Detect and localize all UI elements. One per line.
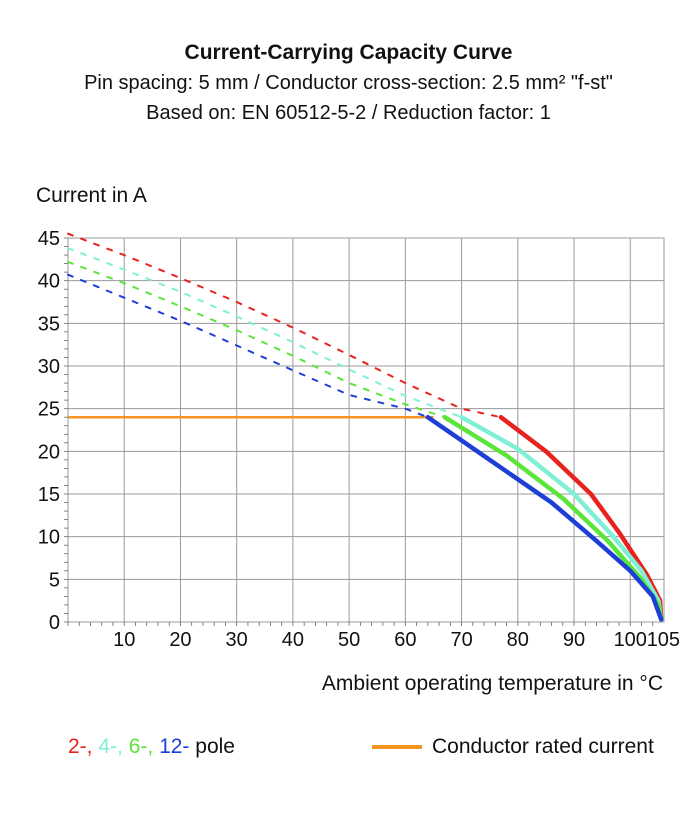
plot-area: [67, 237, 665, 623]
legend-pole-2: 2-,: [68, 735, 93, 758]
chart-subtitle-1: Pin spacing: 5 mm / Conductor cross-sect…: [84, 72, 613, 94]
y-tick-label: 0: [49, 612, 60, 634]
x-tick-label: 70: [450, 629, 472, 651]
chart-title-block: Current-Carrying Capacity Curve Pin spac…: [0, 38, 697, 128]
x-tick-label: 105: [647, 629, 680, 651]
y-tick-label: 30: [38, 356, 60, 378]
rated-current-legend: Conductor rated current: [372, 735, 654, 759]
y-tick-label: 5: [49, 569, 60, 591]
rated-current-label: Conductor rated current: [432, 735, 654, 758]
y-tick-label: 10: [38, 527, 60, 549]
legend-pole-suffix: pole: [195, 735, 235, 758]
x-tick-label: 10: [113, 629, 135, 651]
x-tick-label: 100: [614, 629, 647, 651]
legend-pole-12: 12-: [159, 735, 190, 758]
series-12-pole-solid-line: [425, 414, 664, 622]
x-tick-label: 80: [507, 629, 529, 651]
series-6-pole-solid-line: [442, 414, 664, 622]
x-tick-label: 30: [226, 629, 248, 651]
y-tick-label: 20: [38, 441, 60, 463]
chart-subtitle-2: Based on: EN 60512-5-2 / Reduction facto…: [146, 102, 551, 124]
series-4-pole-dashed-line: [67, 247, 463, 419]
rated-current-swatch: [372, 745, 422, 749]
y-tick-label: 40: [38, 271, 60, 293]
x-axis-label: Ambient operating temperature in °C: [321, 672, 663, 695]
series-2-pole-dashed-line: [67, 232, 502, 419]
y-tick-label: 35: [38, 313, 60, 335]
x-tick-label: 50: [338, 629, 360, 651]
y-axis-label: Current in A: [36, 184, 147, 207]
y-tick-label: 45: [38, 228, 60, 250]
series-6-pole-dashed-line: [67, 260, 446, 419]
x-tick-label: 20: [169, 629, 191, 651]
pole-legend: 2-, 4-, 6-, 12- pole: [68, 735, 235, 759]
series-12-pole-dashed-line: [67, 273, 429, 419]
y-tick-label: 15: [38, 484, 60, 506]
y-tick-label: 25: [38, 399, 60, 421]
x-tick-label: 40: [282, 629, 304, 651]
series-4-pole-solid-line: [459, 414, 664, 622]
chart-title: Current-Carrying Capacity Curve: [184, 41, 513, 64]
x-tick-label: 60: [394, 629, 416, 651]
legend-pole-4: 4-,: [98, 735, 123, 758]
legend-pole-6: 6-,: [128, 735, 154, 758]
x-tick-label: 90: [563, 629, 585, 651]
